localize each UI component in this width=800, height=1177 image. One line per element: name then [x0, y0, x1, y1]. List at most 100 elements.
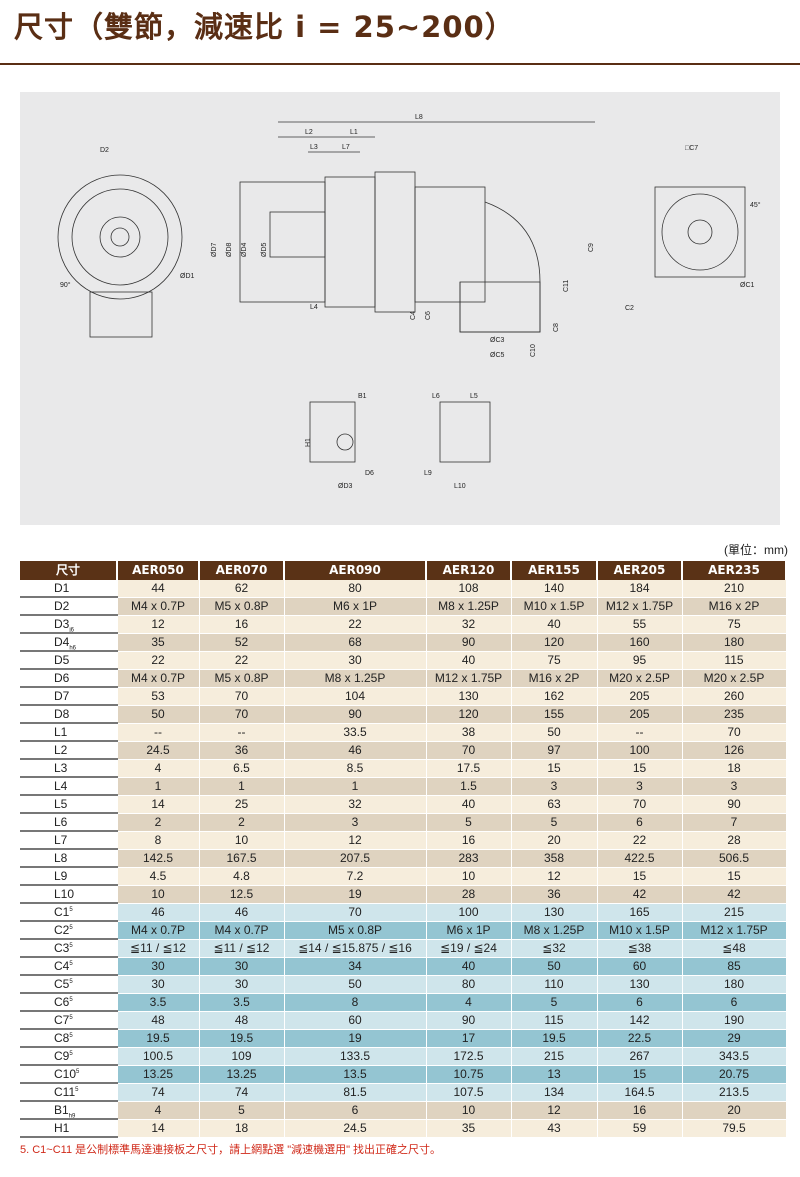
- table-row: H1 14 18 24.5 35 43 59 79.5: [20, 1119, 787, 1138]
- table-cell: 12: [511, 867, 598, 886]
- dimension-label: ØC3: [490, 337, 505, 344]
- table-cell: 109: [199, 1047, 285, 1066]
- row-label: L2: [20, 741, 118, 760]
- row-label: C55: [20, 975, 118, 994]
- row-label: B1h9: [20, 1101, 118, 1120]
- table-cell: 283: [426, 849, 512, 868]
- dimension-label: ØD3: [338, 483, 353, 490]
- table-row: B1h9 4 5 6 10 12 16 20: [20, 1101, 787, 1120]
- table-cell: M8 x 1.25P: [284, 669, 427, 688]
- table-cell: M20 x 2.5P: [682, 669, 787, 688]
- table-cell: 115: [682, 651, 787, 670]
- row-label: C95: [20, 1047, 118, 1066]
- table-cell: 29: [682, 1029, 787, 1048]
- table-cell: 80: [426, 975, 512, 994]
- table-cell: 13.25: [199, 1065, 285, 1084]
- table-cell: 20: [682, 1101, 787, 1120]
- table-cell: 70: [199, 687, 285, 706]
- table-cell: 10: [117, 885, 200, 904]
- table-row: D5 22 22 30 40 75 95 115: [20, 651, 787, 670]
- table-cell: 10: [199, 831, 285, 850]
- table-row: C35 ≦11 / ≦12 ≦11 / ≦12 ≦14 / ≦15.875 / ≦16…: [20, 939, 787, 958]
- dimension-label: ØD7: [211, 243, 218, 258]
- row-label-text: L7: [54, 833, 68, 847]
- footnote-ref: 5: [69, 961, 73, 967]
- table-cell: 108: [426, 580, 512, 598]
- row-label-text: L8: [54, 851, 68, 865]
- table-row: L9 4.5 4.8 7.2 10 12 15 15: [20, 867, 787, 886]
- table-cell: 50: [284, 975, 427, 994]
- table-cell: 10: [426, 1101, 512, 1120]
- table-row: D2 M4 x 0.7P M5 x 0.8P M6 x 1P M8 x 1.25P M10…: [20, 597, 787, 616]
- table-row: D1 44 62 80 108 140 184 210: [20, 580, 787, 598]
- row-label-text: C10: [54, 1067, 77, 1081]
- dimension-label: ØD8: [226, 243, 233, 258]
- table-cell: ≦14 / ≦15.875 / ≦16: [284, 939, 427, 958]
- table-cell: 162: [511, 687, 598, 706]
- table-cell: 1: [117, 777, 200, 796]
- footnote-ref: 5: [75, 1087, 79, 1093]
- footnote-ref: 5: [69, 1033, 73, 1039]
- table-row: L5 14 25 32 40 63 70 90: [20, 795, 787, 814]
- row-label: D5: [20, 651, 118, 670]
- table-cell: M20 x 2.5P: [597, 669, 683, 688]
- table-cell: 155: [511, 705, 598, 724]
- row-label: C105: [20, 1065, 118, 1084]
- table-cell: 172.5: [426, 1047, 512, 1066]
- row-label-text: H1: [54, 1121, 70, 1135]
- table-row: C115 74 74 81.5 107.5 134 164.5 213.5: [20, 1083, 787, 1102]
- table-cell: 36: [199, 741, 285, 760]
- table-cell: 35: [117, 633, 200, 652]
- row-label: L9: [20, 867, 118, 886]
- table-cell: 70: [284, 903, 427, 922]
- table-cell: 1: [199, 777, 285, 796]
- table-cell: 25: [199, 795, 285, 814]
- table-cell: M6 x 1P: [284, 597, 427, 616]
- table-cell: 235: [682, 705, 787, 724]
- table-cell: 19: [284, 1029, 427, 1048]
- table-cell: 3: [284, 813, 427, 832]
- row-label-text: C3: [54, 941, 70, 955]
- row-label-text: L10: [54, 887, 75, 901]
- row-label: L1: [20, 723, 118, 742]
- table-row: C105 13.25 13.25 13.5 10.75 13 15 20.75: [20, 1065, 787, 1084]
- table-cell: 97: [511, 741, 598, 760]
- table-cell: 30: [117, 957, 200, 976]
- table-cell: --: [597, 723, 683, 742]
- table-cell: 6: [597, 813, 683, 832]
- row-label: L7: [20, 831, 118, 850]
- table-cell: M12 x 1.75P: [597, 597, 683, 616]
- table-cell: M4 x 0.7P: [117, 597, 200, 616]
- table-cell: 30: [199, 975, 285, 994]
- table-cell: 14: [117, 1119, 200, 1138]
- dimension-label: C2: [625, 305, 634, 312]
- table-cell: M5 x 0.8P: [199, 597, 285, 616]
- row-label: C75: [20, 1011, 118, 1030]
- table-cell: 13.25: [117, 1065, 200, 1084]
- table-cell: 40: [426, 795, 512, 814]
- row-label-text: L1: [54, 725, 68, 739]
- table-cell: 1: [284, 777, 427, 796]
- table-header-row: 尺寸 AER050 AER070 AER090 AER120 AER155 AER205 AE…: [20, 561, 787, 580]
- table-cell: 46: [199, 903, 285, 922]
- table-cell: 5: [426, 813, 512, 832]
- table-cell: 190: [682, 1011, 787, 1030]
- table-cell: 90: [682, 795, 787, 814]
- dimension-label: L1: [350, 129, 358, 136]
- table-cell: 50: [511, 723, 598, 742]
- table-cell: 52: [199, 633, 285, 652]
- table-cell: 115: [511, 1011, 598, 1030]
- table-cell: 59: [597, 1119, 683, 1138]
- table-cell: 5: [511, 813, 598, 832]
- table-cell: 43: [511, 1119, 598, 1138]
- column-header: AER120: [426, 561, 512, 580]
- table-cell: 13.5: [284, 1065, 427, 1084]
- table-cell: 22: [284, 615, 427, 634]
- table-cell: 3: [597, 777, 683, 796]
- table-cell: 28: [426, 885, 512, 904]
- tolerance-label: h9: [68, 1113, 76, 1119]
- row-label-text: D1: [54, 581, 70, 595]
- table-cell: M10 x 1.5P: [511, 597, 598, 616]
- table-cell: 12.5: [199, 885, 285, 904]
- dimension-label: D2: [100, 147, 109, 154]
